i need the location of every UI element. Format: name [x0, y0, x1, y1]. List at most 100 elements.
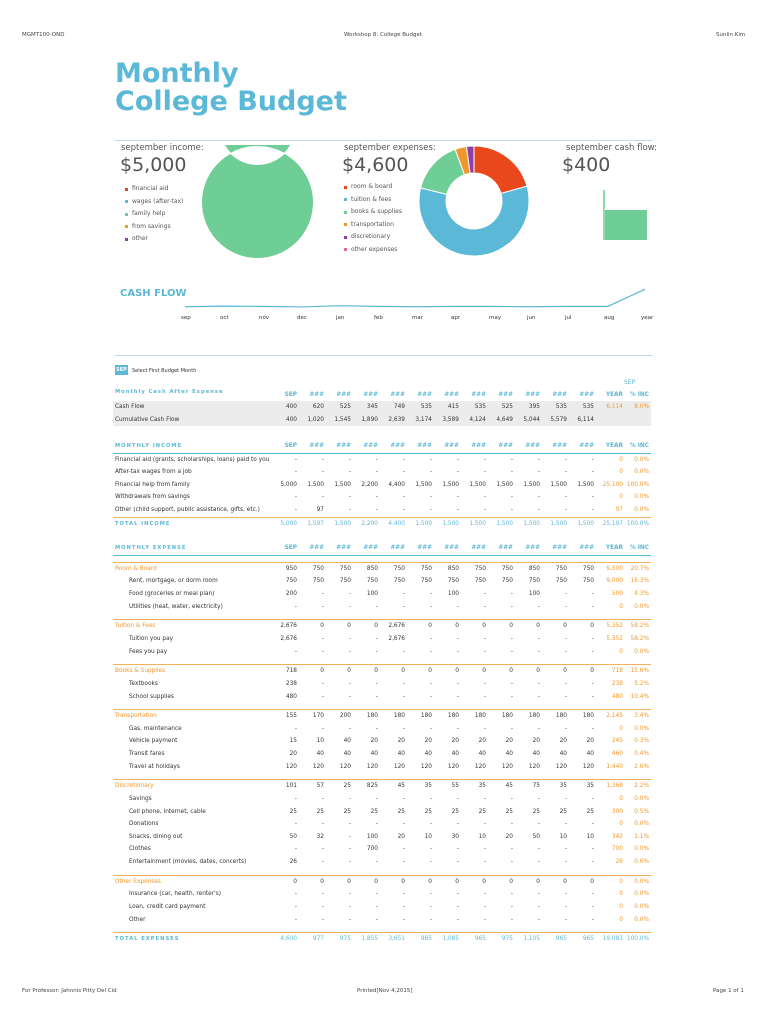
month-cell: 5,044	[523, 416, 540, 423]
month-cell: 1,105	[523, 936, 540, 943]
month-tick-label: may	[489, 315, 501, 321]
month-tick-label: aug	[604, 315, 615, 321]
month-cell: -	[456, 648, 459, 655]
month-cell: 480	[285, 693, 297, 700]
month-cell: 75	[532, 783, 540, 790]
month-cell: ###	[444, 443, 459, 449]
month-cell: ###	[390, 392, 405, 398]
legend-label: other	[132, 235, 148, 242]
month-cell: -	[537, 693, 540, 700]
month-cell: -	[375, 506, 378, 513]
month-cell: 0	[590, 668, 594, 675]
month-cell: -	[402, 456, 405, 463]
month-cell: -	[402, 903, 405, 910]
row-label: Cash Flow	[115, 404, 145, 410]
month-cell: -	[564, 456, 567, 463]
month-cell: -	[429, 693, 432, 700]
percent-cell: 0.0%	[634, 878, 649, 885]
month-cell: 50	[289, 833, 297, 840]
month-cell: -	[375, 648, 378, 655]
month-cell: 395	[528, 404, 540, 410]
percent-cell: % INC	[629, 392, 649, 398]
month-cell: 0	[455, 668, 459, 675]
month-cell: 750	[474, 565, 486, 572]
month-cell: -	[375, 635, 378, 642]
legend-item: transportation	[344, 219, 402, 232]
year-total-cell: 245	[611, 738, 623, 745]
month-cell: 180	[393, 713, 405, 720]
month-cell: 535	[582, 404, 594, 410]
percent-cell: 10.4%	[630, 693, 649, 700]
legend-label: room & board	[351, 183, 393, 190]
month-cell: 100	[366, 590, 378, 597]
month-cell: -	[348, 494, 351, 501]
month-cell: -	[348, 680, 351, 687]
category-row: Room & Board 950 750 750 850 750 750 850 750 750 8…	[113, 561, 651, 576]
row-label: Entertainment (movies, dates, concerts)	[129, 859, 247, 865]
month-cell: -	[456, 603, 459, 610]
month-cell: -	[510, 469, 513, 476]
table-row: After-tax wages from a job - - - - - - - - - - - - 0 0…	[113, 466, 651, 479]
section-divider	[115, 355, 652, 356]
year-total-cell: 9,500	[606, 565, 623, 572]
month-cell: -	[294, 891, 297, 898]
month-cell: 120	[474, 763, 486, 770]
month-cell: -	[375, 693, 378, 700]
cashflow-label: september cash flow:	[566, 143, 658, 153]
month-cell: -	[483, 680, 486, 687]
month-cell: 180	[420, 713, 432, 720]
month-cell: -	[564, 891, 567, 898]
month-cell: 0	[509, 878, 513, 885]
month-cell: 40	[559, 751, 567, 758]
percent-cell: 0.0%	[634, 891, 649, 898]
cashflow-value: $400	[562, 154, 611, 176]
month-cell: -	[456, 859, 459, 865]
month-cell: 750	[285, 578, 297, 585]
month-cell: 180	[447, 713, 459, 720]
month-cell: -	[348, 590, 351, 597]
month-cell: 415	[447, 404, 459, 410]
total-expenses-row: TOTAL EXPENSES 4,600 977 975 1,855 3,651 965 1,…	[113, 932, 651, 946]
first-month-select[interactable]: SEP	[115, 365, 128, 375]
month-cell: -	[348, 859, 351, 865]
month-cell: 25	[343, 783, 351, 790]
month-cell: 155	[285, 713, 297, 720]
month-cell: 25	[343, 808, 351, 815]
month-cell: 10	[424, 833, 432, 840]
month-cell: -	[564, 648, 567, 655]
row-label: TOTAL INCOME	[115, 520, 171, 527]
month-cell: -	[456, 680, 459, 687]
month-cell: 40	[586, 751, 594, 758]
month-cell: 100	[366, 833, 378, 840]
legend-item: tuition & fees	[344, 194, 402, 207]
month-cell: -	[456, 916, 459, 923]
row-label: Transportation	[115, 713, 157, 720]
month-cell: ###	[498, 392, 513, 398]
month-cell: -	[321, 635, 324, 642]
percent-cell: 0.0%	[634, 903, 649, 910]
month-cell: 35	[586, 783, 594, 790]
selected-month-label: SEP	[624, 379, 636, 386]
month-cell: -	[591, 796, 594, 803]
month-cell: -	[321, 469, 324, 476]
year-total-cell: 300	[611, 808, 623, 815]
month-cell: -	[564, 725, 567, 732]
month-cell: 25	[289, 808, 297, 815]
month-cell: 25	[478, 808, 486, 815]
table-row: Gas, maintenance - - - - - - - - - - - - 0 0.0%	[113, 723, 651, 736]
month-cell: -	[564, 590, 567, 597]
percent-cell: 0.6%	[634, 859, 649, 865]
month-cell: 4,600	[280, 936, 297, 943]
month-cell: 20	[505, 738, 513, 745]
legend-item: other expenses	[344, 244, 402, 257]
percent-cell: 0.0%	[634, 796, 649, 803]
month-cell: 4,400	[388, 481, 405, 488]
month-cell: -	[375, 603, 378, 610]
row-label: Other (child support, public assistance,…	[115, 506, 260, 513]
month-cell: 750	[555, 565, 567, 572]
month-cell: -	[591, 821, 594, 828]
month-tick-label: apr	[451, 315, 461, 321]
month-cell: -	[483, 635, 486, 642]
month-cell: -	[402, 891, 405, 898]
legend-label: from savings	[132, 222, 171, 230]
